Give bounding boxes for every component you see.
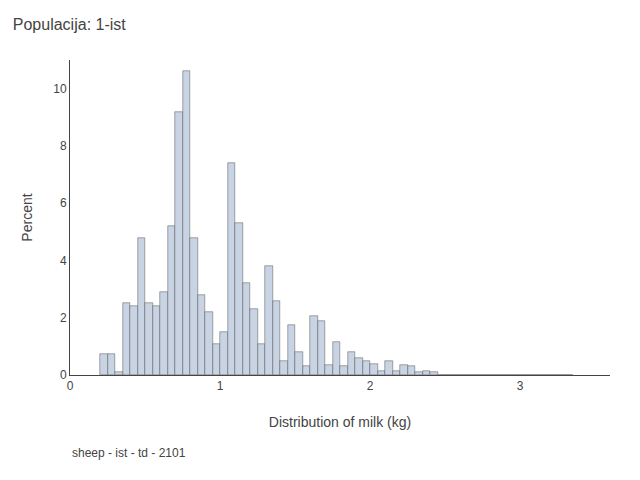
svg-text:Percent: Percent	[19, 193, 35, 241]
svg-text:Distribution of milk (kg): Distribution of milk (kg)	[269, 414, 411, 430]
svg-text:sheep - ist - td - 2101: sheep - ist - td - 2101	[72, 446, 186, 460]
svg-text:2: 2	[367, 379, 374, 393]
svg-text:1: 1	[217, 379, 224, 393]
svg-text:0: 0	[60, 368, 67, 382]
svg-text:Populacija: 1-ist: Populacija: 1-ist	[13, 16, 127, 33]
svg-text:2: 2	[60, 311, 67, 325]
svg-text:3: 3	[517, 379, 524, 393]
svg-text:0: 0	[67, 379, 74, 393]
svg-text:8: 8	[60, 139, 67, 153]
svg-text:6: 6	[60, 196, 67, 210]
svg-text:4: 4	[60, 254, 67, 268]
svg-text:10: 10	[53, 82, 67, 96]
